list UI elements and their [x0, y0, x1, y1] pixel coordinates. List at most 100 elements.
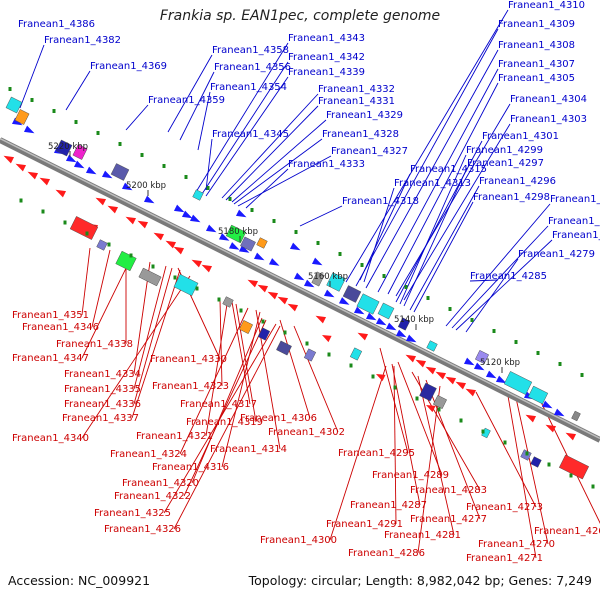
gene-feature-box: [397, 317, 411, 331]
reverse-gene-arrow: [165, 240, 177, 249]
genome-summary-text: Topology: circular; Length: 8,982,042 bp…: [248, 573, 592, 588]
forward-gene-arrow: [268, 258, 280, 266]
gc-marker: [8, 87, 12, 91]
gc-marker: [250, 208, 254, 212]
reverse-gene-label: Franean1_4337: [62, 413, 139, 424]
gene-feature-box: [257, 327, 271, 341]
forward-gene-label: Franean1_4279: [518, 249, 595, 260]
forward-gene-label: Franean1_4318: [342, 196, 419, 207]
forward-leader-line: [231, 119, 327, 203]
forward-gene-label: Franean1_4297: [467, 158, 544, 169]
gene-feature-box: [138, 267, 162, 287]
reverse-gene-label: Franean1_4334: [64, 369, 141, 380]
reverse-gene-arrow: [201, 264, 213, 273]
forward-gene-label: Franean1_4280: [552, 230, 600, 241]
reverse-leader-line: [393, 365, 397, 525]
forward-gene-arrow: [463, 357, 475, 366]
reverse-gene-label: Franean1_4324: [110, 449, 187, 460]
forward-gene-label: Franean1_4354: [210, 82, 287, 93]
reverse-gene-arrow: [191, 259, 203, 268]
reverse-gene-label: Franean1_4306: [240, 413, 317, 424]
gc-marker: [349, 363, 353, 368]
gc-marker: [162, 164, 166, 168]
forward-leader-line: [365, 49, 499, 289]
gc-marker: [140, 153, 144, 157]
forward-gene-arrow: [143, 195, 155, 204]
gene-feature-box: [527, 385, 549, 405]
reverse-gene-arrow: [27, 171, 39, 180]
forward-gene-arrow: [238, 245, 250, 253]
gene-feature-box: [356, 293, 380, 315]
forward-leader-line: [387, 82, 499, 295]
forward-gene-arrow: [541, 400, 553, 409]
gc-marker: [437, 407, 441, 412]
reverse-leader-line: [91, 249, 111, 328]
gc-marker: [591, 484, 595, 489]
forward-gene-label: Franean1_4369: [90, 61, 167, 72]
gc-marker: [228, 197, 232, 201]
gene-feature-box: [96, 239, 108, 251]
gc-marker: [481, 429, 485, 434]
gc-marker: [415, 396, 419, 401]
forward-gene-arrow: [293, 272, 305, 281]
reverse-leader-line: [293, 325, 339, 433]
forward-leader-line: [399, 154, 467, 305]
forward-gene-arrow: [101, 170, 113, 179]
reverse-gene-arrow: [445, 376, 457, 385]
accession-text: Accession: NC_009921: [8, 573, 151, 588]
reverse-gene-label: Franean1_4335: [64, 384, 141, 395]
reverse-leader-line: [133, 267, 173, 405]
reverse-gene-arrow: [545, 424, 557, 433]
gc-marker: [371, 374, 375, 379]
reverse-leader-line: [81, 247, 91, 316]
forward-leader-line: [19, 44, 45, 109]
reverse-gene-arrow: [405, 354, 417, 363]
reverse-gene-arrow: [267, 291, 279, 300]
reverse-gene-arrow: [315, 315, 327, 324]
forward-gene-label: Franean1_4313: [394, 178, 471, 189]
gc-marker: [316, 241, 320, 245]
forward-gene-arrow: [473, 362, 485, 371]
forward-leader-line: [299, 205, 343, 227]
backbone-highlight: [0, 137, 600, 440]
gene-feature-box: [303, 348, 317, 362]
tick-label: 5140 kbp: [394, 315, 434, 325]
gene-feature-box: [225, 224, 247, 244]
forward-gene-label: Franean1_4282: [548, 216, 600, 227]
reverse-gene-label: Franean1_4336: [64, 399, 141, 410]
forward-gene-arrow: [85, 166, 97, 175]
reverse-leader-line: [417, 385, 441, 554]
gene-labels: Franean1_4386 Franean1_4382 Franean1_4369 F…: [12, 0, 600, 564]
forward-gene-arrow: [311, 257, 323, 266]
reverse-gene-arrow: [125, 216, 137, 225]
forward-gene-label: Franean1_4342: [288, 52, 365, 63]
gene-feature-box: [110, 163, 130, 181]
reverse-gene-label: Franean1_4340: [12, 433, 89, 444]
forward-gene-arrow: [405, 334, 417, 343]
gc-marker: [547, 462, 551, 467]
forward-gene-arrow: [23, 125, 35, 134]
reverse-gene-arrow: [277, 296, 289, 305]
gene-feature-box: [256, 237, 268, 249]
gc-marker: [206, 186, 210, 190]
reverse-gene-label: Franean1_4314: [210, 444, 287, 455]
reverse-gene-arrow: [425, 366, 437, 375]
forward-gene-label: Franean1_4285: [470, 271, 547, 282]
gc-marker: [63, 220, 67, 225]
forward-leader-line: [363, 187, 395, 283]
forward-gene-arrow: [235, 209, 247, 218]
gc-marker: [118, 142, 122, 146]
forward-gene-label: Franean1_4305: [498, 73, 575, 84]
forward-leader-line: [403, 123, 511, 301]
gc-marker: [580, 373, 584, 377]
reverse-gene-label: Franean1_4322: [114, 491, 191, 502]
reverse-leader-line: [279, 319, 311, 419]
forward-gene-label: Franean1_4345: [212, 129, 289, 140]
forward-leader-line: [245, 168, 289, 209]
reverse-gene-label: Franean1_4300: [260, 535, 337, 546]
reverse-gene-label: Franean1_4283: [410, 485, 487, 496]
gc-marker: [41, 209, 45, 214]
gc-marker: [558, 362, 562, 366]
tick-label: 5200 kbp: [126, 181, 166, 191]
gene-feature-box: [426, 340, 438, 352]
